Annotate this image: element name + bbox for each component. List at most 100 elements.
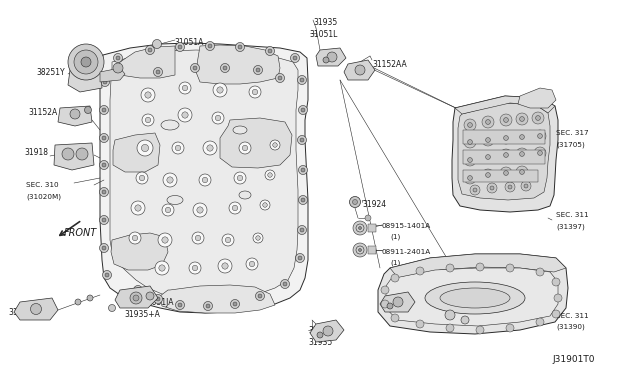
Circle shape [154, 67, 163, 77]
Circle shape [293, 56, 297, 60]
Circle shape [358, 248, 362, 251]
Circle shape [505, 182, 515, 192]
Circle shape [233, 302, 237, 306]
Circle shape [317, 332, 323, 338]
Circle shape [207, 145, 213, 151]
Circle shape [178, 303, 182, 307]
Circle shape [268, 49, 272, 53]
Circle shape [298, 135, 307, 144]
Ellipse shape [239, 191, 251, 199]
Circle shape [156, 297, 160, 301]
Circle shape [538, 134, 543, 138]
Polygon shape [68, 60, 102, 92]
Text: SEC. 311: SEC. 311 [556, 212, 589, 218]
Circle shape [133, 295, 139, 301]
Circle shape [148, 48, 152, 52]
Circle shape [102, 108, 106, 112]
Circle shape [136, 288, 140, 292]
Circle shape [239, 142, 251, 154]
Circle shape [102, 246, 106, 250]
Circle shape [232, 205, 237, 211]
Circle shape [506, 324, 514, 332]
Circle shape [159, 265, 165, 271]
Circle shape [165, 207, 171, 213]
Circle shape [154, 295, 163, 304]
Circle shape [446, 264, 454, 272]
Circle shape [270, 140, 280, 150]
Circle shape [105, 273, 109, 277]
Text: 31051L: 31051L [309, 30, 337, 39]
Circle shape [387, 303, 393, 309]
Circle shape [353, 199, 358, 205]
Circle shape [243, 145, 248, 151]
Circle shape [205, 42, 214, 51]
Circle shape [175, 145, 180, 151]
Circle shape [490, 186, 494, 190]
Circle shape [552, 310, 560, 318]
Circle shape [391, 274, 399, 282]
Circle shape [445, 310, 455, 320]
Text: 08915-1401A: 08915-1401A [382, 223, 431, 229]
Circle shape [521, 181, 531, 191]
Circle shape [218, 259, 232, 273]
Circle shape [283, 282, 287, 286]
Text: 31935: 31935 [308, 338, 332, 347]
Circle shape [500, 132, 512, 144]
Circle shape [99, 244, 109, 253]
Circle shape [353, 243, 367, 257]
Circle shape [163, 173, 177, 187]
Circle shape [212, 112, 224, 124]
Circle shape [152, 39, 161, 48]
Polygon shape [220, 118, 292, 168]
Circle shape [504, 171, 508, 176]
Circle shape [191, 64, 200, 73]
Circle shape [178, 108, 192, 122]
Polygon shape [14, 298, 58, 320]
Circle shape [500, 114, 512, 126]
Circle shape [365, 215, 371, 221]
Circle shape [141, 88, 155, 102]
Circle shape [468, 123, 472, 127]
Circle shape [486, 138, 490, 142]
Circle shape [252, 89, 258, 95]
Polygon shape [344, 60, 375, 80]
Text: (31390): (31390) [556, 324, 585, 330]
Text: 31051JA: 31051JA [142, 298, 173, 307]
Text: 31152AA: 31152AA [8, 308, 43, 317]
Circle shape [461, 316, 469, 324]
Polygon shape [110, 50, 298, 299]
Text: 31924: 31924 [362, 200, 386, 209]
Circle shape [102, 190, 106, 194]
Circle shape [468, 140, 472, 144]
Circle shape [301, 168, 305, 172]
Circle shape [215, 115, 221, 121]
Circle shape [222, 263, 228, 269]
Circle shape [182, 112, 188, 118]
Circle shape [260, 200, 270, 210]
Circle shape [84, 106, 92, 113]
Circle shape [300, 78, 304, 82]
Polygon shape [54, 143, 94, 170]
Circle shape [298, 256, 302, 260]
Circle shape [162, 204, 174, 216]
Circle shape [470, 185, 480, 195]
Circle shape [301, 108, 305, 112]
Circle shape [100, 77, 109, 87]
Circle shape [256, 68, 260, 72]
Circle shape [135, 205, 141, 211]
Circle shape [538, 151, 543, 155]
Circle shape [280, 279, 289, 289]
Circle shape [482, 134, 494, 146]
Circle shape [179, 82, 191, 94]
Circle shape [275, 74, 285, 83]
Text: 31152A: 31152A [28, 108, 57, 117]
Text: (1): (1) [390, 234, 400, 241]
Circle shape [237, 175, 243, 181]
Circle shape [534, 147, 546, 159]
Circle shape [175, 301, 184, 310]
Circle shape [520, 152, 524, 156]
Text: SEC. 310: SEC. 310 [26, 182, 59, 188]
Polygon shape [310, 320, 344, 342]
Circle shape [353, 221, 367, 235]
Circle shape [140, 175, 145, 181]
